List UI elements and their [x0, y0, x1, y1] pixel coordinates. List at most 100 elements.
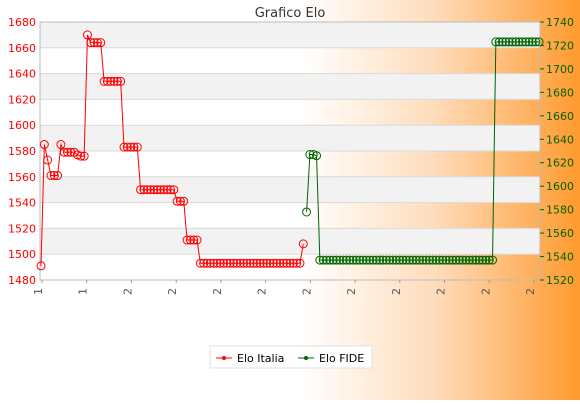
elo-fide-point — [414, 255, 424, 265]
elo-italia-point — [242, 258, 252, 268]
elo-italia-point — [209, 258, 219, 268]
elo-fide-point — [388, 255, 398, 265]
legend: Elo Italia Elo FIDE — [209, 345, 373, 369]
left-axis-tick-label: 1600 — [8, 119, 36, 132]
elo-italia-point — [82, 30, 92, 40]
grid-band — [40, 22, 540, 48]
elo-italia-point — [202, 258, 212, 268]
elo-fide-point — [328, 255, 338, 265]
x-axis-tick-label: 1 — [77, 288, 90, 295]
elo-italia-point — [282, 258, 292, 268]
elo-italia-point — [92, 38, 102, 48]
elo-fide-point — [341, 255, 351, 265]
elo-italia-point — [116, 76, 126, 86]
elo-fide-point — [368, 255, 378, 265]
right-axis-tick-label: 1580 — [546, 204, 574, 217]
elo-italia-point — [126, 142, 136, 152]
elo-italia-point — [142, 185, 152, 195]
right-axis-tick-label: 1540 — [546, 251, 574, 264]
elo-fide-point — [355, 255, 365, 265]
plot-border — [39, 21, 541, 281]
left-axis-tick-label: 1560 — [8, 171, 36, 184]
right-axis-tick-label: 1520 — [546, 274, 574, 287]
elo-italia-point — [232, 258, 242, 268]
x-axis-tick-label: 2 — [435, 288, 448, 295]
elo-fide-point — [434, 255, 444, 265]
elo-fide-point — [375, 255, 385, 265]
elo-fide-point — [527, 37, 537, 47]
elo-fide-point — [361, 255, 371, 265]
elo-fide-point — [345, 255, 355, 265]
legend-fide-marker — [304, 356, 308, 360]
x-axis-tick-label: 2 — [479, 288, 492, 295]
elo-fide-point — [497, 37, 507, 47]
legend-italia-label: Elo Italia — [237, 352, 284, 365]
elo-italia-point — [63, 147, 73, 157]
elo-italia-point — [112, 76, 122, 86]
elo-fide-point — [478, 255, 488, 265]
right-axis-tick-label: 1640 — [546, 133, 574, 146]
elo-fide-point — [428, 255, 438, 265]
grid-band — [40, 228, 540, 255]
elo-fide-point — [322, 255, 332, 265]
elo-fide-point — [474, 255, 484, 265]
elo-fide-point — [408, 255, 418, 265]
elo-italia-point — [275, 258, 285, 268]
elo-italia-point — [192, 235, 202, 245]
elo-italia-point — [235, 258, 245, 268]
elo-italia-point — [122, 142, 132, 152]
elo-fide-point — [335, 255, 345, 265]
elo-italia-point — [39, 140, 49, 150]
elo-italia-point — [252, 258, 262, 268]
elo-fide-point — [418, 255, 428, 265]
elo-italia-point — [43, 155, 53, 165]
elo-italia-point — [225, 258, 235, 268]
elo-fide-point — [451, 255, 461, 265]
elo-italia-point — [189, 235, 199, 245]
elo-fide-point — [448, 255, 458, 265]
elo-italia-point — [99, 76, 109, 86]
elo-fide-point — [464, 255, 474, 265]
legend-fide-label: Elo FIDE — [319, 352, 364, 365]
elo-fide-point — [517, 37, 527, 47]
elo-italia-point — [285, 258, 295, 268]
grid-band — [40, 176, 540, 203]
elo-italia-point — [96, 38, 106, 48]
elo-fide-point — [385, 255, 395, 265]
elo-italia-point — [265, 258, 275, 268]
x-axis-tick-label: 2 — [300, 288, 313, 295]
elo-fide-point — [378, 255, 388, 265]
left-axis-tick-label: 1680 — [8, 16, 36, 29]
elo-fide-point — [365, 255, 375, 265]
elo-italia-point — [175, 196, 185, 206]
elo-fide-point — [444, 255, 454, 265]
left-axis-tick-label: 1580 — [8, 145, 36, 158]
left-axis-tick-label: 1640 — [8, 68, 36, 81]
elo-fide-point — [507, 37, 517, 47]
right-axis-tick-label: 1600 — [546, 180, 574, 193]
elo-italia-point — [295, 258, 305, 268]
elo-fide-point — [325, 255, 335, 265]
elo-fide-point — [381, 255, 391, 265]
elo-italia-point — [182, 235, 192, 245]
elo-italia-point — [156, 185, 166, 195]
elo-italia-point — [268, 258, 278, 268]
elo-italia-point — [102, 76, 112, 86]
left-axis-tick-label: 1480 — [8, 274, 36, 287]
elo-italia-point — [146, 185, 156, 195]
elo-fide-point — [494, 37, 504, 47]
elo-italia-point — [152, 185, 162, 195]
elo-fide-point — [461, 255, 471, 265]
elo-fide-point — [521, 37, 531, 47]
elo-fide-point — [438, 255, 448, 265]
right-axis-tick-label: 1560 — [546, 227, 574, 240]
elo-italia-point — [129, 142, 139, 152]
elo-italia-point — [119, 142, 129, 152]
elo-italia-point — [106, 76, 116, 86]
elo-italia-point — [53, 171, 63, 181]
x-axis-tick-label: 2 — [166, 288, 179, 295]
elo-fide-point — [305, 150, 315, 160]
elo-italia-point — [195, 258, 205, 268]
